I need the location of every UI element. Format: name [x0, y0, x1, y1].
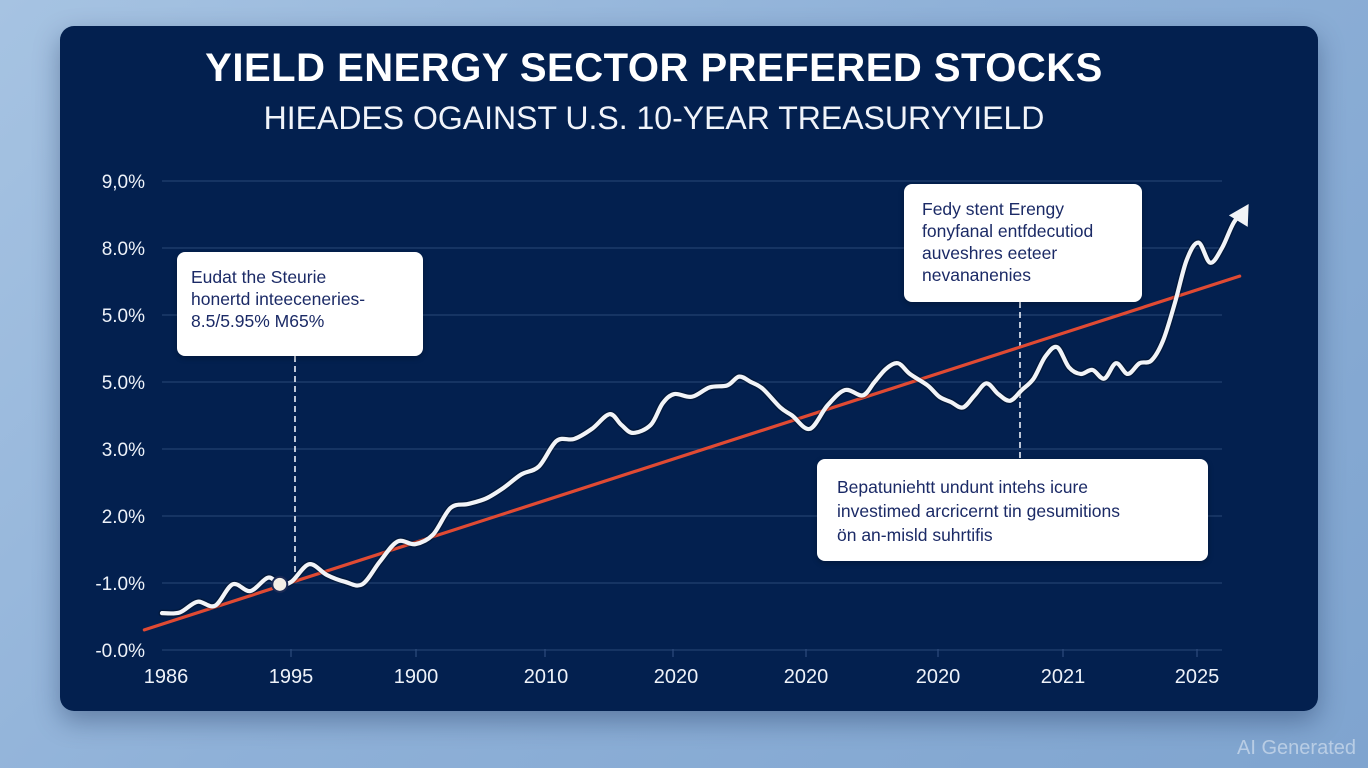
annotation-line: fonyfanal entfdecutiod — [922, 221, 1094, 241]
annotation-line: Eudat the Steurie — [191, 267, 327, 287]
y-tick-label: -0.0% — [95, 641, 145, 662]
annotation-line: Bepatuniehtt undunt intehs icure — [837, 477, 1089, 497]
annotation-line: Fedy ѕtent Erengy — [922, 199, 1065, 219]
annotation-callout-lower: Bepatuniehtt undunt intehs icure investi… — [817, 459, 1208, 561]
annotation-callout-early: Eudat the Steurie honertd inteeceneries-… — [177, 252, 423, 356]
annotation-callout-recent: Fedy ѕtent Erengy fonyfanal entfdecutiod… — [904, 184, 1142, 302]
x-tick-label: 2010 — [524, 666, 569, 688]
x-tick-label: 2021 — [1041, 666, 1086, 688]
annotation-line: auveshres eeteer — [922, 243, 1058, 263]
annotation-line: ön an-misld suhrtifis — [837, 525, 993, 545]
chart-subtitle: HIEADES OGAINST U.S. 10-YEAR TREASURYYIE… — [263, 100, 1045, 136]
y-tick-label: 3.0% — [102, 440, 145, 461]
chart-panel — [60, 26, 1318, 711]
chart-title: YIELD ENERGY SECTOR PREFERED STOCKS — [205, 46, 1103, 90]
y-tick-label: -1.0% — [95, 574, 145, 595]
annotation-line: honertd inteeceneries- — [191, 289, 366, 309]
watermark: AI Generated — [1237, 737, 1356, 759]
annotation-line: investimed arcricernt tin gesumitions — [837, 501, 1121, 521]
arrow-head-icon — [1228, 204, 1249, 227]
x-tick-label: 1900 — [394, 666, 439, 688]
y-tick-label: 5.0% — [102, 373, 145, 394]
y-tick-label: 9,0% — [102, 172, 145, 193]
annotation-line: 8.5/5.95% M65% — [191, 311, 325, 331]
x-tick-label: 1986 — [144, 666, 189, 688]
series-line-yield — [159, 207, 1248, 616]
x-tick-label: 2020 — [916, 666, 961, 688]
highlight-point-marker — [271, 575, 289, 593]
y-tick-label: 8.0% — [102, 239, 145, 260]
series-line-treasury-trend — [142, 274, 1242, 632]
annotation-line: nevananenies — [922, 265, 1031, 285]
x-tick-label: 2025 — [1175, 666, 1220, 688]
x-tick-label: 2020 — [784, 666, 829, 688]
y-tick-label: 2.0% — [102, 507, 145, 528]
x-tick-label: 2020 — [654, 666, 699, 688]
x-tick-label: 1995 — [269, 666, 314, 688]
y-tick-label: 5.0% — [102, 306, 145, 327]
